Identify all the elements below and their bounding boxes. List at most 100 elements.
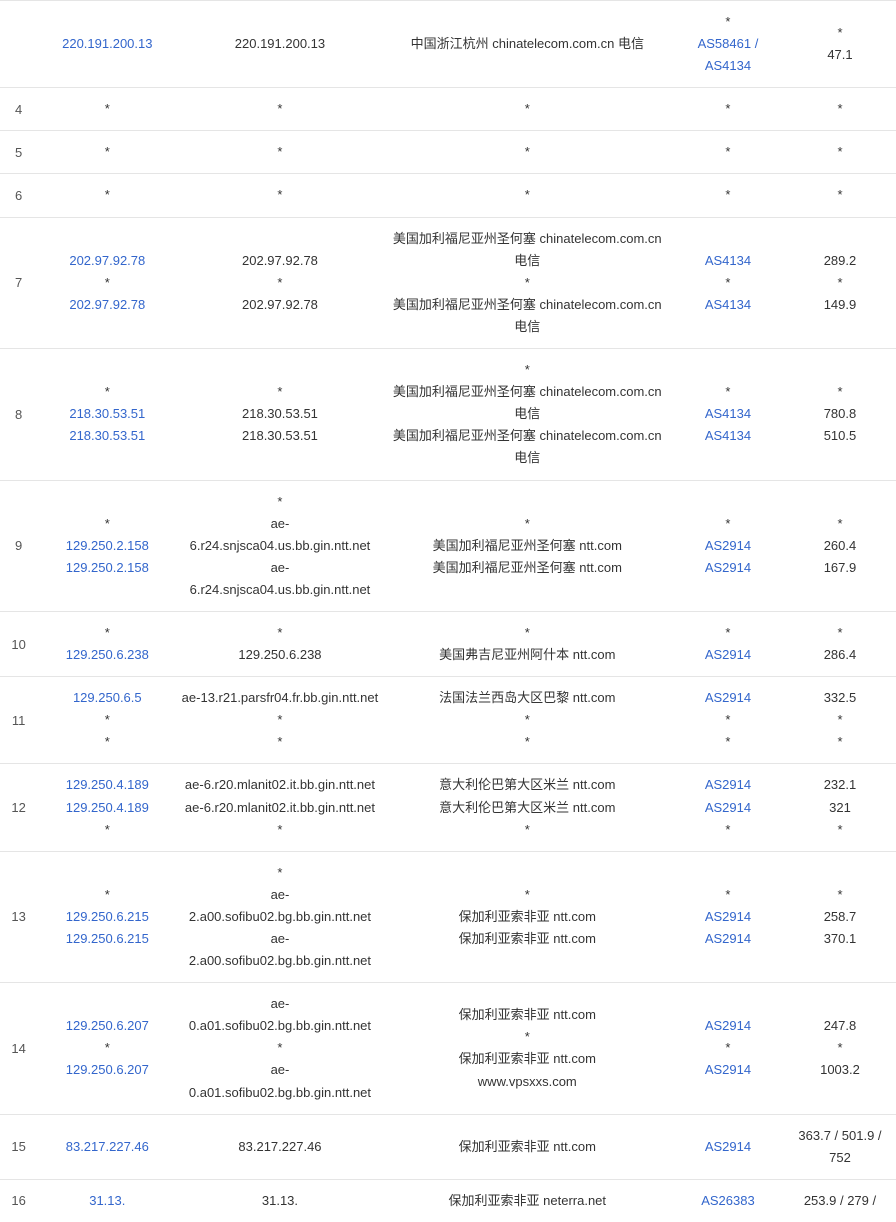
link-value[interactable]: 129.250.6.215 [41, 928, 173, 950]
table-row: 12129.250.4.189129.250.4.189*ae-6.r20.ml… [0, 764, 896, 851]
value: 法国法兰西岛大区巴黎 ntt.com [387, 687, 668, 709]
link-value[interactable]: AS2914 [676, 797, 780, 819]
value: * [676, 141, 780, 163]
link-value[interactable]: 218.30.53.51 [41, 403, 173, 425]
cell: 保加利亚索非亚 ntt.com*保加利亚索非亚 ntt.comwww.vpsxx… [383, 983, 672, 1114]
link-value[interactable]: 129.250.6.207 [41, 1015, 173, 1037]
cell: *780.8510.5 [784, 349, 896, 480]
value: 286.4 [788, 644, 892, 666]
cell: 美国加利福尼亚州圣何塞 chinatelecom.com.cn 电信*美国加利福… [383, 217, 672, 348]
link-value[interactable]: AS2914 [676, 928, 780, 950]
link-value[interactable]: AS4134 [676, 403, 780, 425]
value: * [788, 709, 892, 731]
link-value[interactable]: 129.250.6.215 [41, 906, 173, 928]
value: 780.8 [788, 403, 892, 425]
value: * [41, 622, 173, 644]
cell: *129.250.2.158129.250.2.158 [37, 480, 177, 611]
value: * [387, 98, 668, 120]
link-value[interactable]: AS58461 / AS4134 [676, 33, 780, 77]
value: * [788, 381, 892, 403]
table-row: 4***** [0, 88, 896, 131]
cell: *286.4 [784, 611, 896, 676]
cell: ae-13.r21.parsfr04.fr.bb.gin.ntt.net** [177, 677, 382, 764]
link-value[interactable]: AS2914 [676, 1059, 780, 1081]
value: 保加利亚索非亚 neterra.net [387, 1190, 668, 1212]
cell: 220.191.200.13 [37, 1, 177, 88]
link-value[interactable]: AS2914 [676, 1136, 780, 1158]
value: ae-2.a00.sofibu02.bg.bb.gin.ntt.net [181, 928, 378, 972]
value: * [676, 731, 780, 753]
value: 美国弗吉尼亚州阿什本 ntt.com [387, 644, 668, 666]
table-row: 10*129.250.6.238*129.250.6.238*美国弗吉尼亚州阿什… [0, 611, 896, 676]
cell: *47.1 [784, 1, 896, 88]
link-value[interactable]: 218.30.53.51 [41, 425, 173, 447]
value: * [181, 491, 378, 513]
cell: *129.250.6.215129.250.6.215 [37, 851, 177, 982]
table-row: 220.191.200.13220.191.200.13中国浙江杭州 china… [0, 1, 896, 88]
link-value[interactable]: 202.97.92.78 [41, 250, 173, 272]
value: * [41, 709, 173, 731]
link-value[interactable]: AS4134 [676, 425, 780, 447]
value: * [676, 98, 780, 120]
value: * [788, 622, 892, 644]
hop-number: 16 [0, 1179, 37, 1222]
hop-number: 6 [0, 174, 37, 217]
value: * [788, 1037, 892, 1059]
link-value[interactable]: 129.250.6.207 [41, 1059, 173, 1081]
value: 美国加利福尼亚州圣何塞 chinatelecom.com.cn 电信 [387, 228, 668, 272]
value: 保加利亚索非亚 ntt.com [387, 1048, 668, 1070]
hop-number: 12 [0, 764, 37, 851]
link-value[interactable]: AS2914 [676, 557, 780, 579]
link-value[interactable]: 31.13. [41, 1190, 173, 1212]
value: * [676, 513, 780, 535]
link-value[interactable]: AS2914 [676, 687, 780, 709]
cell: *AS2914AS2914 [672, 480, 784, 611]
link-value[interactable]: 129.250.2.158 [41, 535, 173, 557]
value: 202.97.92.78 [181, 250, 378, 272]
link-value[interactable]: 129.250.6.5 [41, 687, 173, 709]
value: * [41, 141, 173, 163]
link-value[interactable]: AS2914 [676, 774, 780, 796]
link-value[interactable]: 129.250.4.189 [41, 797, 173, 819]
value: * [181, 141, 378, 163]
cell: 202.97.92.78*202.97.92.78 [177, 217, 382, 348]
value: * [676, 709, 780, 731]
hop-number: 4 [0, 88, 37, 131]
cell: *ae-6.r24.snjsca04.us.bb.gin.ntt.netae-6… [177, 480, 382, 611]
link-value[interactable]: AS26383 [676, 1190, 780, 1212]
value: 1003.2 [788, 1059, 892, 1081]
link-value[interactable]: AS2914 [676, 906, 780, 928]
link-value[interactable]: 129.250.2.158 [41, 557, 173, 579]
value: * [181, 381, 378, 403]
cell: *218.30.53.51218.30.53.51 [177, 349, 382, 480]
value: 510.5 [788, 425, 892, 447]
cell: 保加利亚索非亚 neterra.net [383, 1179, 672, 1222]
cell: * [784, 88, 896, 131]
link-value[interactable]: 83.217.227.46 [41, 1136, 173, 1158]
value: ae-6.r24.snjsca04.us.bb.gin.ntt.net [181, 513, 378, 557]
value: * [387, 272, 668, 294]
link-value[interactable]: AS2914 [676, 1015, 780, 1037]
link-value[interactable]: AS2914 [676, 644, 780, 666]
link-value[interactable]: 202.97.92.78 [41, 294, 173, 316]
cell: AS2914AS2914* [672, 764, 784, 851]
link-value[interactable]: AS4134 [676, 294, 780, 316]
value: * [387, 1026, 668, 1048]
table-row: 13*129.250.6.215129.250.6.215*ae-2.a00.s… [0, 851, 896, 982]
value: ae-13.r21.parsfr04.fr.bb.gin.ntt.net [181, 687, 378, 709]
table-row: 1631.13.31.13.保加利亚索非亚 neterra.netAS26383… [0, 1179, 896, 1222]
value: 保加利亚索非亚 ntt.com [387, 906, 668, 928]
link-value[interactable]: AS2914 [676, 535, 780, 557]
value: * [788, 731, 892, 753]
value: 保加利亚索非亚 ntt.com [387, 928, 668, 950]
cell: *美国加利福尼亚州圣何塞 chinatelecom.com.cn 电信美国加利福… [383, 349, 672, 480]
value: * [676, 884, 780, 906]
link-value[interactable]: 220.191.200.13 [41, 33, 173, 55]
value: * [676, 819, 780, 841]
link-value[interactable]: 129.250.4.189 [41, 774, 173, 796]
cell: 232.1321* [784, 764, 896, 851]
value: ae-6.r24.snjsca04.us.bb.gin.ntt.net [181, 557, 378, 601]
cell: 202.97.92.78*202.97.92.78 [37, 217, 177, 348]
link-value[interactable]: AS4134 [676, 250, 780, 272]
link-value[interactable]: 129.250.6.238 [41, 644, 173, 666]
